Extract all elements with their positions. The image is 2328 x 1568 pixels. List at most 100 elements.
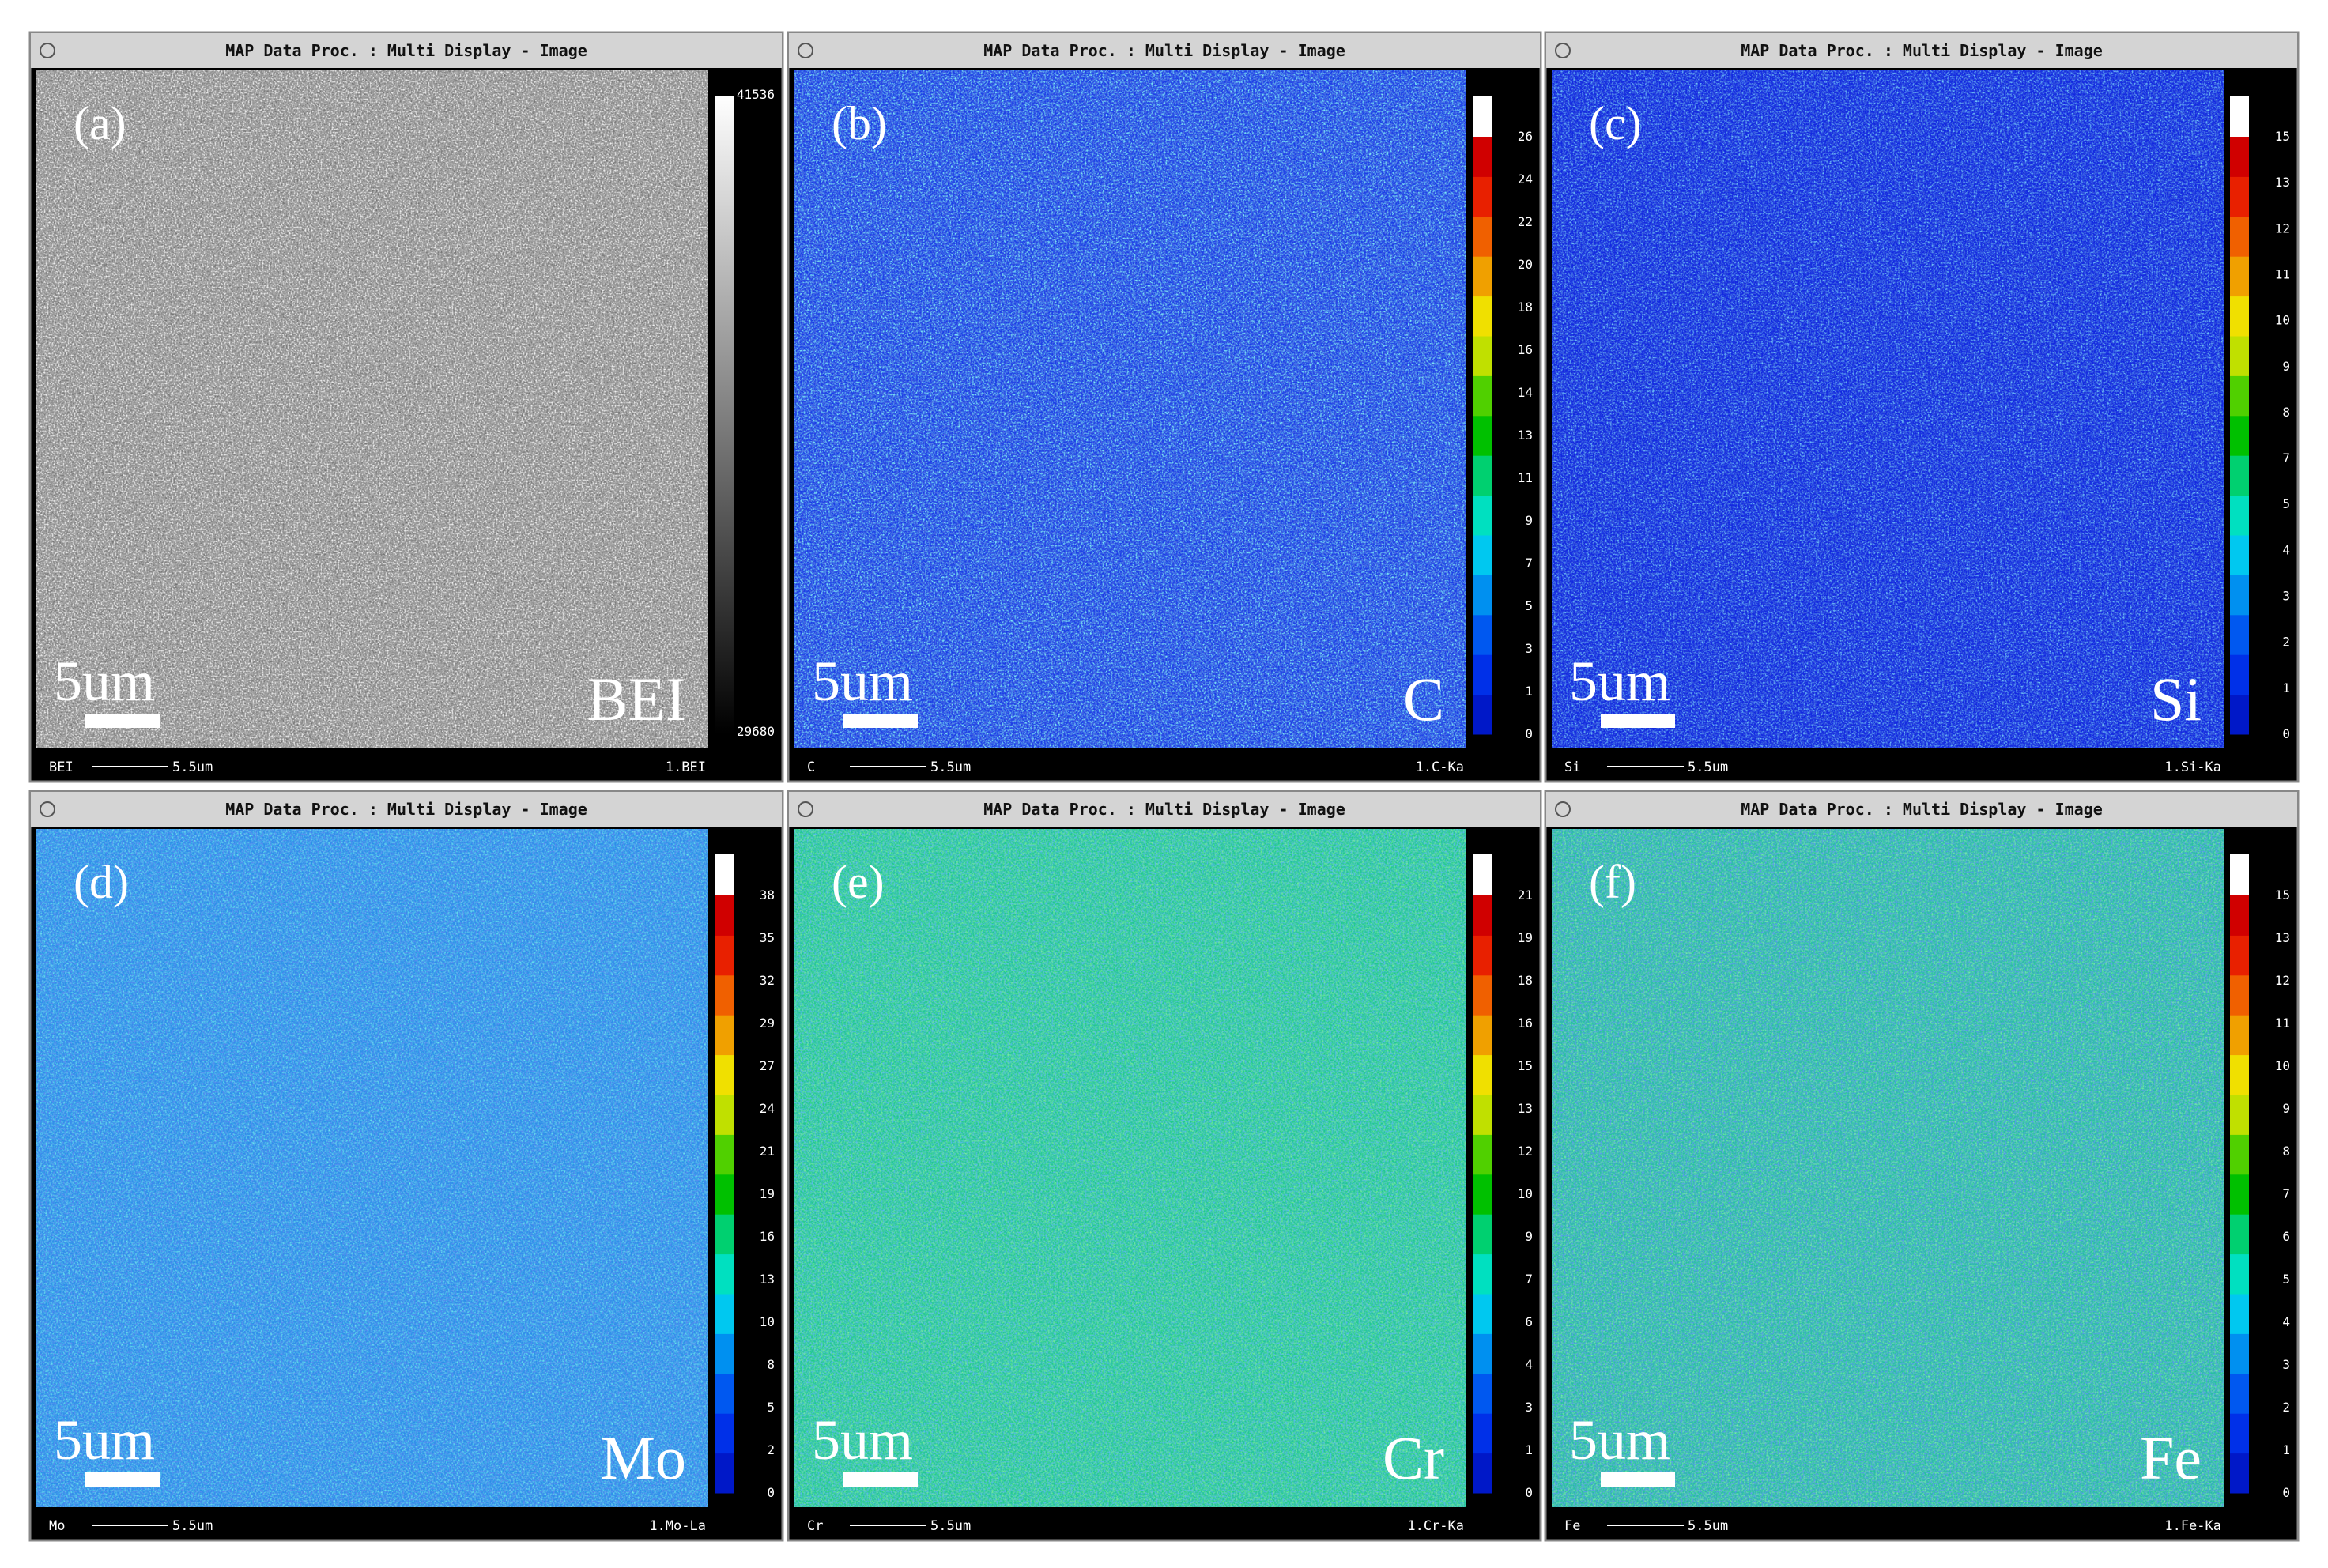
colorbar-segment — [2230, 137, 2249, 177]
colorbar-tick-label: 13 — [1518, 428, 1533, 443]
footer-scale: 5.5um — [1688, 760, 1728, 775]
colorbar-segment — [1473, 974, 1492, 1016]
scale-label: 5um — [812, 1408, 913, 1472]
colorbar-tick-label: 13 — [2275, 175, 2290, 190]
element-label: Fe — [2140, 1423, 2202, 1492]
element-label: Cr — [1383, 1423, 1444, 1492]
colorbar-tick-label: 18 — [1518, 973, 1533, 988]
colorbar-segment — [1473, 216, 1492, 257]
colorbar-tick-label: 10 — [2275, 1058, 2290, 1073]
colorbar-segment — [1473, 1253, 1492, 1295]
colorbar-tick-label: 12 — [1518, 1144, 1533, 1159]
footer-signal: Fe — [1564, 1518, 1580, 1534]
colorbar-tick-label: 9 — [1525, 513, 1533, 528]
colorbar-segment — [1473, 256, 1492, 297]
footer-signal: Mo — [49, 1518, 65, 1534]
map-speckle — [794, 70, 1466, 748]
colorbar-tick-label: 24 — [760, 1101, 775, 1116]
colorbar-tick-label: 13 — [2275, 930, 2290, 945]
element-label: C — [1403, 665, 1444, 733]
colorbar-tick-label: 7 — [1525, 1272, 1533, 1287]
colorbar-segment — [2230, 1015, 2249, 1056]
panel-letter: (b) — [832, 97, 887, 149]
colorbar-tick-label: 38 — [760, 888, 775, 903]
colorbar-tick-label: 1 — [2282, 1442, 2290, 1457]
colorbar-tick-label: 18 — [1518, 300, 1533, 315]
panel-letter: (c) — [1589, 97, 1642, 149]
colorbar-tick-label: 21 — [1518, 888, 1533, 903]
colorbar-tick-label: 32 — [760, 973, 775, 988]
colorbar-segment — [1473, 575, 1492, 616]
colorbar-segment — [1473, 1174, 1492, 1215]
colorbar-tick-label: 4 — [2282, 542, 2290, 557]
colorbar-tick-label: 3 — [1525, 641, 1533, 656]
colorbar-segment — [2230, 375, 2249, 416]
map-window: MAP Data Proc. : Multi Display - Image (d… — [28, 790, 784, 1542]
colorbar-tick-label: 0 — [1525, 726, 1533, 741]
colorbar-segment — [1473, 654, 1492, 695]
colorbar-segment — [2230, 1373, 2249, 1414]
colorbar-tick-label: 21 — [760, 1144, 775, 1159]
footer-channel: 1.Mo-La — [649, 1518, 706, 1534]
map-speckle — [1552, 70, 2224, 748]
colorbar-tick-label: 5 — [2282, 496, 2290, 511]
title-bar — [31, 33, 782, 68]
colorbar-segment — [715, 935, 734, 976]
colorbar-segment — [1473, 176, 1492, 217]
scale-bar — [843, 714, 918, 728]
colorbar-tick-label: 13 — [760, 1272, 775, 1287]
footer-channel: 1.Fe-Ka — [2164, 1518, 2221, 1534]
colorbar-segment — [2230, 1095, 2249, 1135]
colorbar-tick-label: 8 — [2282, 1144, 2290, 1159]
title-bar — [789, 33, 1540, 68]
colorbar-tick-label: 10 — [760, 1314, 775, 1329]
colorbar-segment — [715, 1134, 734, 1175]
colorbar-segment — [1473, 1373, 1492, 1414]
element-label: Si — [2150, 665, 2202, 733]
colorbar-tick-label: 11 — [2275, 1016, 2290, 1031]
colorbar-tick-label: 8 — [767, 1357, 775, 1372]
colorbar-segment — [1473, 137, 1492, 177]
colorbar-segment — [1473, 614, 1492, 655]
colorbar-tick-label: 10 — [2275, 313, 2290, 328]
colorbar-segment — [715, 1174, 734, 1215]
colorbar-tick-label: 6 — [1525, 1314, 1533, 1329]
footer-signal: Cr — [807, 1518, 823, 1534]
window-title: MAP Data Proc. : Multi Display - Image — [1741, 800, 2103, 819]
colorbar-tick-label: 19 — [1518, 930, 1533, 945]
colorbar-tick-label: 16 — [1518, 1016, 1533, 1031]
colorbar-segment — [715, 1453, 734, 1494]
colorbar-tick-label: 16 — [760, 1229, 775, 1244]
colorbar-segment — [2230, 1453, 2249, 1494]
map-window: MAP Data Proc. : Multi Display - Image (a… — [28, 31, 784, 783]
window-icon — [798, 43, 813, 58]
window-title: MAP Data Proc. : Multi Display - Image — [225, 800, 587, 819]
scale-label: 5um — [812, 650, 913, 713]
colorbar-segment — [2230, 535, 2249, 575]
colorbar-segment — [2230, 1134, 2249, 1175]
colorbar-segment — [1473, 1015, 1492, 1056]
colorbar-tick-label: 2 — [2282, 1400, 2290, 1415]
colorbar-tick-label: 9 — [2282, 359, 2290, 374]
colorbar-tick-label: 12 — [2275, 973, 2290, 988]
map-speckle — [36, 829, 708, 1507]
panel-letter: (d) — [74, 856, 129, 908]
window-title: MAP Data Proc. : Multi Display - Image — [225, 41, 587, 60]
colorbar-tick-label: 2 — [767, 1442, 775, 1457]
colorbar-tick-label: 1 — [1525, 684, 1533, 699]
colorbar-segment — [2230, 336, 2249, 376]
colorbar-tick-label: 7 — [2282, 1186, 2290, 1201]
colorbar-tick-label: 7 — [1525, 556, 1533, 571]
colorbar-tick-label: 26 — [1518, 129, 1533, 144]
colorbar-tick-label: 29 — [760, 1016, 775, 1031]
colorbar-tick-label: 24 — [1518, 172, 1533, 187]
colorbar-tick-label: 35 — [760, 930, 775, 945]
colorbar-segment — [715, 1095, 734, 1135]
colorbar-segment — [1473, 336, 1492, 376]
window-title: MAP Data Proc. : Multi Display - Image — [1741, 41, 2103, 60]
window-icon — [40, 43, 55, 58]
colorbar-segment — [715, 1373, 734, 1414]
colorbar-segment — [1473, 1453, 1492, 1494]
colorbar-tick-label: 15 — [2275, 888, 2290, 903]
colorbar-tick-label: 5 — [1525, 598, 1533, 613]
